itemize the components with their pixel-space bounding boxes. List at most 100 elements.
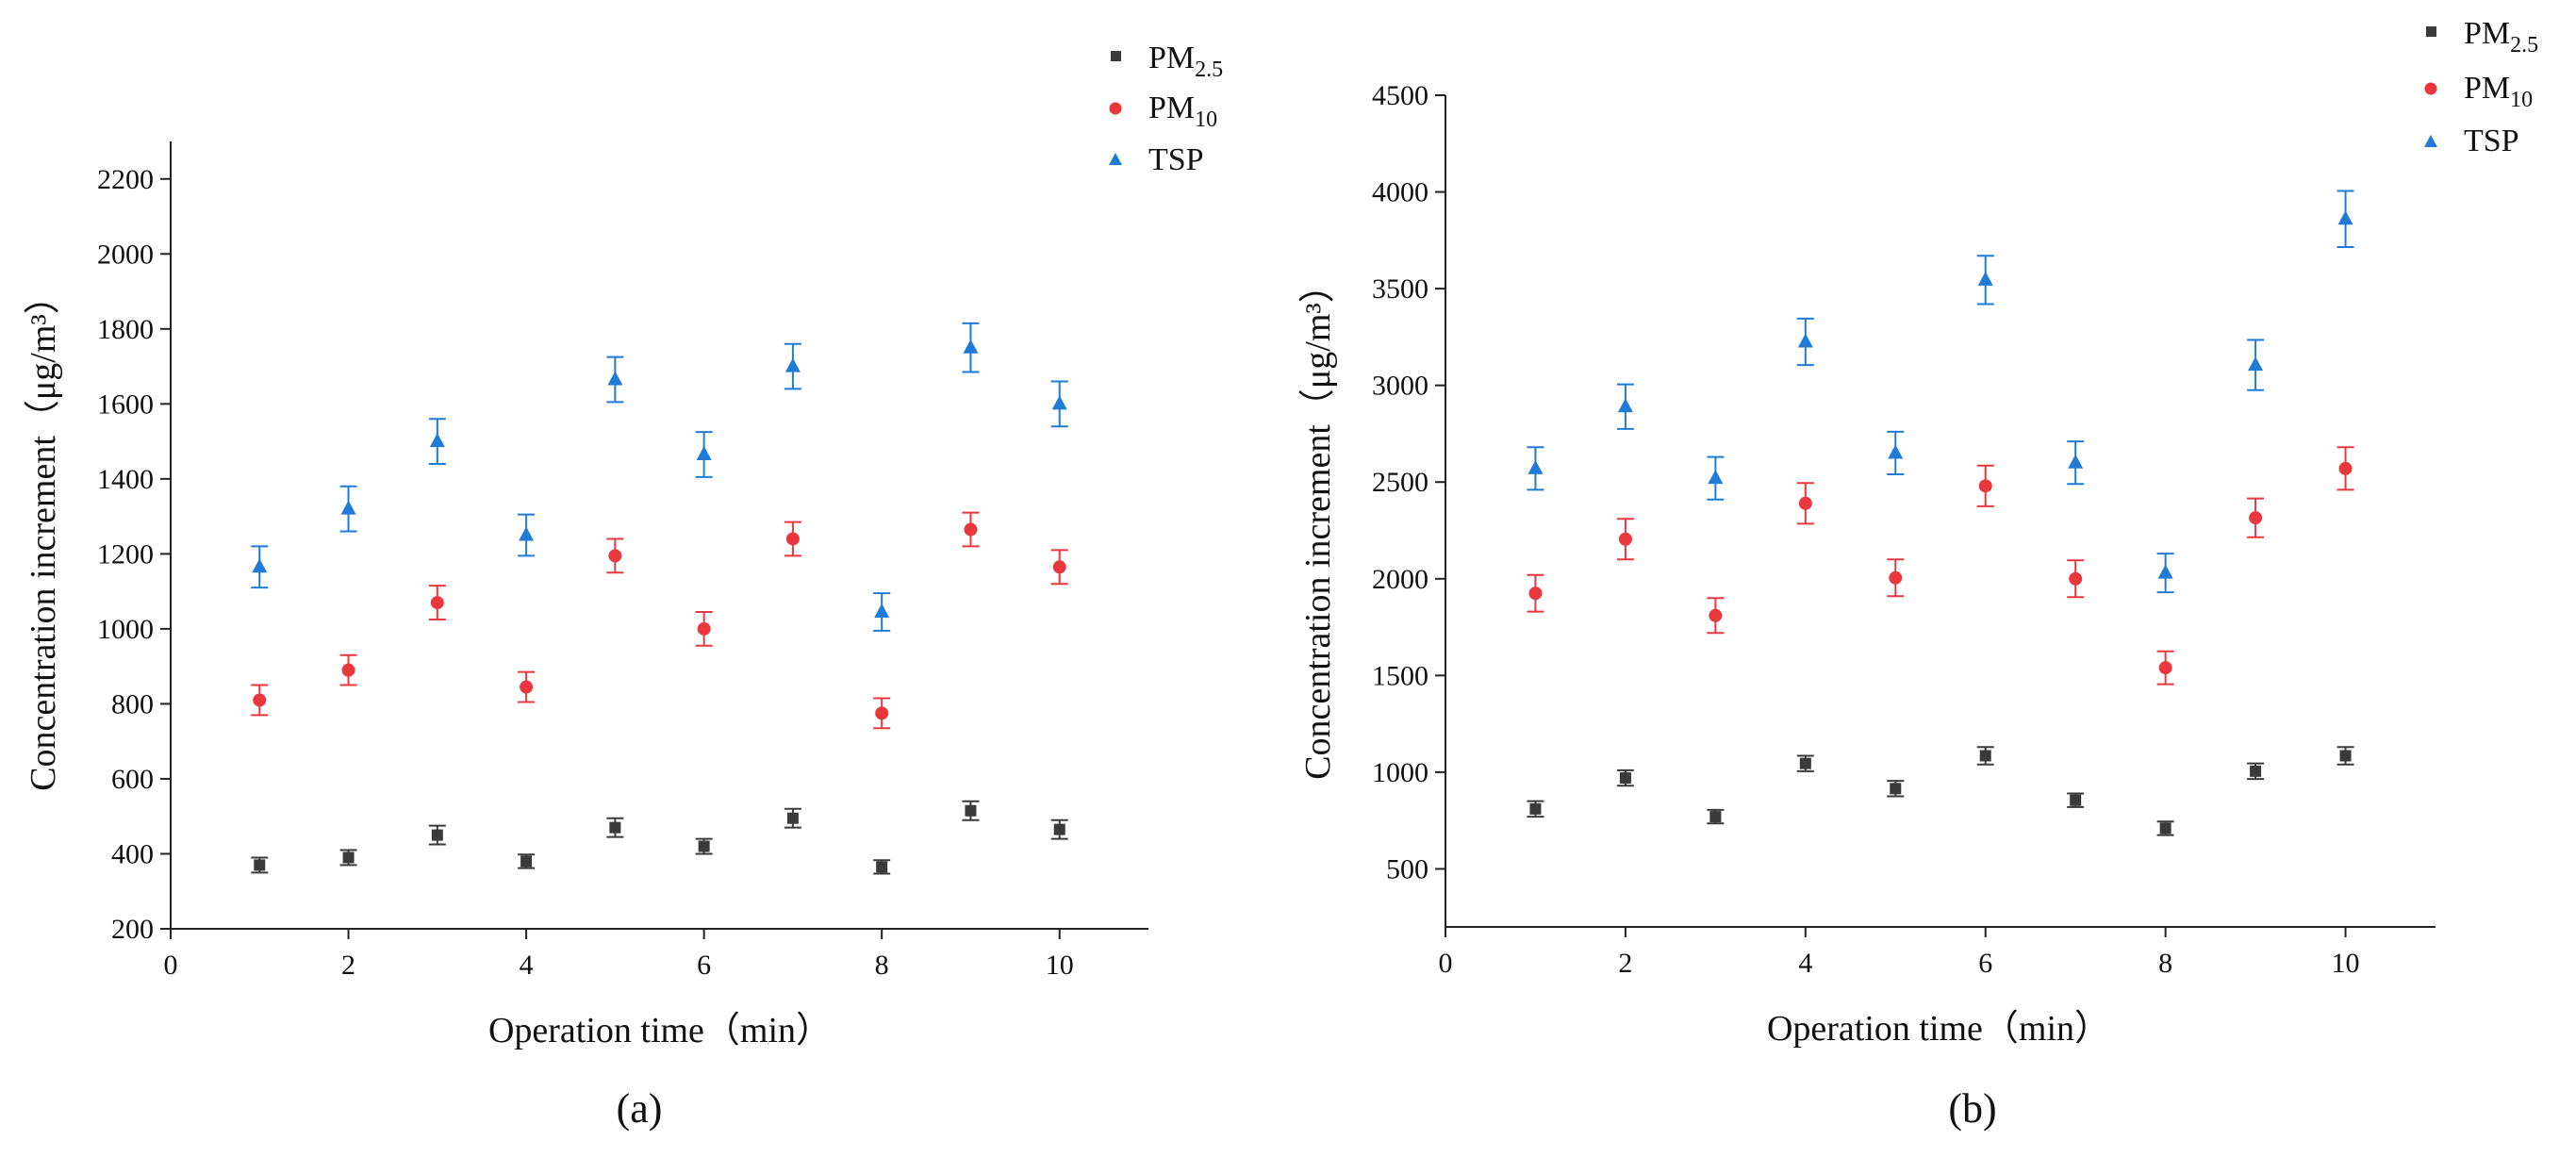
panel-b-error-bars (1527, 190, 2354, 836)
panel-b-y-tick-label: 2000 (1372, 564, 1428, 595)
panel-a-x-tick-label: 2 (341, 950, 355, 981)
panel-a-point-tsp (519, 526, 535, 541)
panel-b-y-tick-label: 2500 (1372, 467, 1428, 498)
panel-b-point-pm25 (1529, 802, 1542, 815)
panel-a-label: (a) (617, 1085, 663, 1132)
panel-b-point-tsp (1527, 459, 1544, 474)
panel-b-point-tsp (1797, 333, 1813, 348)
panel-b-point-tsp (1977, 271, 1993, 286)
panel-a-legend-label-pm25: PM2.5 (1148, 41, 1223, 82)
panel-a-point-tsp (429, 433, 445, 448)
panel-a-y-tick-label: 600 (111, 764, 154, 795)
panel-a-point-pm25 (698, 840, 710, 852)
panel-b-point-tsp (2248, 356, 2264, 372)
panel-b-y-ticks: 500 1000 1500 2000 2500 3000 3500 4000 4500 (1372, 80, 1445, 884)
panel-a-point-pm10 (1052, 560, 1066, 574)
panel-a-y-tick-label: 400 (111, 838, 154, 869)
panel-b-points (1527, 210, 2353, 835)
panel-a-legend-label-pm10: PM10 (1148, 91, 1217, 132)
panel-a-y-tick-label: 1400 (97, 464, 154, 495)
panel-b-point-pm10 (2069, 571, 2083, 586)
panel-a-y-tick-label: 1600 (97, 388, 154, 420)
panel-a-point-pm25 (786, 812, 799, 824)
panel-a-point-pm10 (430, 596, 444, 610)
panel-a-x-tick-label: 6 (697, 950, 711, 981)
panel-b-x-ticks: 0 2 4 6 8 10 (1439, 927, 2360, 979)
chart-panel-a: 2004006008001000120014001600180020002200… (24, 41, 1223, 1132)
panel-a-point-pm10 (341, 663, 355, 677)
panel-b-legend-pm10-main: PM (2464, 71, 2510, 106)
panel-b-point-pm10 (2249, 511, 2263, 525)
panel-b-legend-pm10-sub: 10 (2510, 88, 2533, 112)
panel-b-legend-marker-tsp (2424, 135, 2437, 147)
panel-b-point-pm25 (1979, 750, 1991, 762)
panel-a-legend: PM2.5 PM10 TSP (1109, 41, 1223, 177)
panel-b-x-tick-label: 8 (2158, 948, 2172, 979)
panel-a-legend-marker-pm10 (1109, 102, 1122, 115)
panel-b-legend-marker-pm10 (2424, 82, 2437, 95)
panel-a-legend-pm25-main: PM (1148, 41, 1195, 75)
panel-a-legend-pm25-sub: 2.5 (1195, 58, 1223, 82)
panel-a-y-axis-title: Concentration increment（μg/m³） (24, 278, 63, 791)
panel-b-point-pm10 (2158, 661, 2172, 675)
panel-a-error-bars (251, 322, 1068, 875)
panel-b-point-tsp (1708, 470, 1724, 485)
panel-b-x-tick-label: 6 (1978, 948, 1992, 979)
panel-b-point-pm25 (1890, 783, 1902, 795)
panel-a-point-pm25 (520, 855, 533, 868)
panel-a-point-tsp (1051, 395, 1067, 410)
panel-b-point-tsp (2337, 210, 2353, 225)
panel-a-point-tsp (784, 357, 801, 372)
panel-b-legend-label-pm10: PM10 (2464, 71, 2533, 112)
panel-a-point-tsp (696, 446, 712, 461)
panel-b-point-pm25 (2159, 822, 2171, 835)
panel-b-point-tsp (2157, 564, 2173, 579)
panel-b-point-pm25 (2250, 765, 2262, 777)
panel-b-x-tick-label: 10 (2332, 948, 2360, 979)
panel-b-point-pm10 (1978, 479, 1992, 493)
panel-a-legend-pm10-sub: 10 (1195, 107, 1217, 132)
panel-b-point-tsp (1617, 398, 1633, 413)
panel-a-point-pm10 (520, 680, 534, 694)
panel-a-point-pm25 (431, 829, 443, 841)
panel-a-point-pm25 (965, 804, 977, 817)
panel-a-x-ticks: 0 2 4 6 8 10 (164, 929, 1074, 981)
panel-b-point-pm10 (1618, 532, 1632, 546)
panel-a-y-ticks: 200 400 600 800 1000 1200 1400 1600 1800 2000 2200 (97, 164, 171, 945)
panel-b-y-tick-label: 1500 (1372, 660, 1428, 691)
panel-b-y-tick-label: 4000 (1372, 177, 1428, 208)
panel-a-point-tsp (963, 339, 979, 354)
panel-b-y-tick-label: 1000 (1372, 757, 1428, 788)
panel-b-y-tick-label: 4500 (1372, 80, 1428, 111)
panel-b-point-pm25 (1709, 811, 1722, 823)
panel-b-legend-label-tsp: TSP (2464, 124, 2519, 158)
panel-b-point-pm25 (2070, 794, 2082, 806)
panel-a-x-tick-label: 4 (520, 950, 534, 981)
panel-a-legend-label-tsp: TSP (1148, 142, 1204, 177)
panel-b-point-pm10 (2338, 461, 2353, 475)
panel-a-point-pm25 (876, 861, 888, 873)
panel-b-legend: PM2.5 PM10 TSP (2424, 16, 2538, 158)
panel-b-y-tick-label: 3500 (1372, 273, 1428, 305)
panel-b-legend-pm25-sub: 2.5 (2510, 33, 2538, 58)
panel-a-y-tick-label: 2000 (97, 239, 154, 270)
panel-a-x-axis-title: Operation time（min） (488, 1011, 832, 1050)
panel-b-point-pm10 (1709, 608, 1723, 622)
panel-b-x-tick-label: 4 (1798, 948, 1812, 979)
panel-b-point-pm10 (1798, 496, 1812, 510)
panel-a-y-tick-label: 1000 (97, 614, 154, 645)
panel-b-y-axis-title: Concentration increment（μg/m³） (1298, 267, 1338, 780)
panel-a-point-tsp (252, 558, 268, 573)
panel-a-points (252, 339, 1067, 873)
panel-a-y-tick-label: 1800 (97, 314, 154, 345)
panel-a-y-tick-label: 2200 (97, 164, 154, 195)
panel-a-point-tsp (340, 500, 356, 515)
panel-a-y-tick-label: 200 (111, 914, 154, 945)
panel-b-y-tick-label: 3000 (1372, 371, 1428, 402)
panel-b-point-pm25 (2339, 750, 2352, 762)
panel-b-legend-marker-pm25 (2426, 26, 2436, 37)
panel-a-point-pm10 (785, 532, 800, 546)
panel-a-point-pm10 (875, 706, 889, 720)
panel-a-point-pm10 (697, 621, 711, 636)
panel-a-y-tick-label: 1200 (97, 538, 154, 570)
